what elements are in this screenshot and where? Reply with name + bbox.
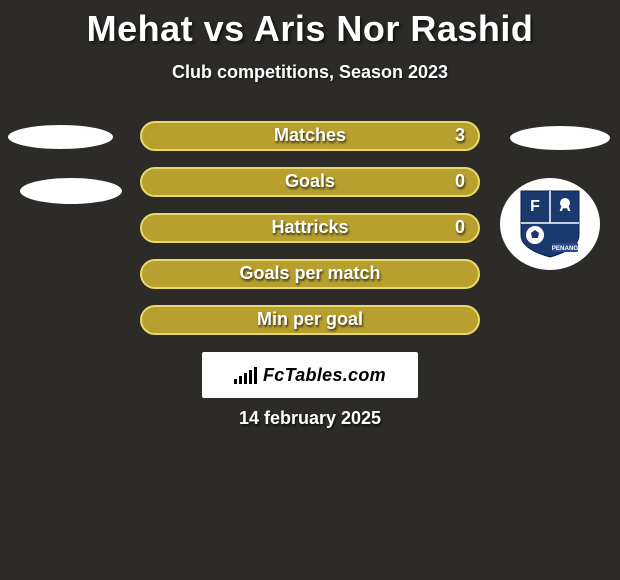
stat-label: Min per goal <box>140 309 480 330</box>
stat-row: Goals0 <box>0 167 620 213</box>
stat-row: Min per goal <box>0 305 620 351</box>
stat-row: Goals per match <box>0 259 620 305</box>
stat-value-right: 0 <box>140 171 465 192</box>
bar-chart-icon <box>234 366 257 384</box>
stats-list: Matches3Goals0Hattricks0 Goals per match M… <box>0 121 620 351</box>
date-text: 14 february 2025 <box>0 408 620 429</box>
stat-value-right: 0 <box>140 217 465 238</box>
logo-text: FcTables.com <box>263 365 386 386</box>
stat-label: Goals per match <box>140 263 480 284</box>
fctables-logo: FcTables.com <box>202 352 418 398</box>
page-title: Mehat vs Aris Nor Rashid <box>0 0 620 50</box>
page-subtitle: Club competitions, Season 2023 <box>0 62 620 83</box>
stat-value-right: 3 <box>140 125 465 146</box>
stat-row: Matches3 <box>0 121 620 167</box>
stat-row: Hattricks0 <box>0 213 620 259</box>
